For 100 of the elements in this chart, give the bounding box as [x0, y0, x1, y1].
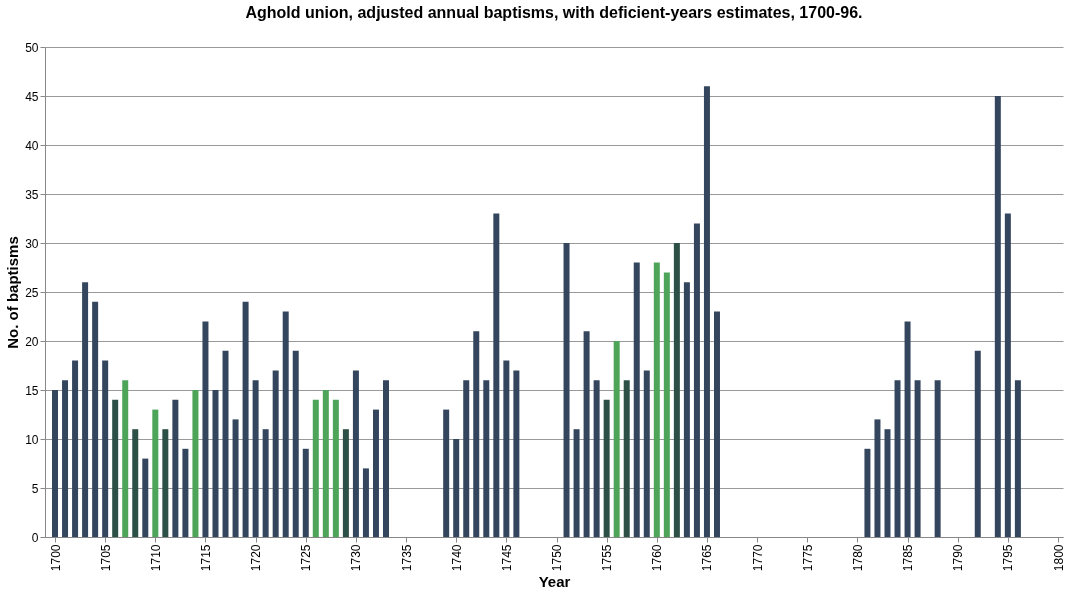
x-tick-label: 1745	[499, 544, 514, 572]
x-tick-label: 1800	[1051, 544, 1066, 572]
x-tick-label: 1715	[198, 544, 213, 572]
bar	[473, 331, 480, 537]
x-tick-label: 1750	[550, 544, 565, 572]
bar	[693, 223, 700, 537]
x-tick-label: 1740	[449, 544, 464, 572]
bar	[82, 282, 89, 537]
bar	[362, 468, 369, 537]
bar	[443, 409, 450, 537]
bar	[643, 370, 650, 537]
y-tick-label: 20	[25, 334, 39, 349]
bar	[663, 272, 670, 537]
bar	[132, 429, 139, 537]
bar	[372, 409, 379, 537]
bar	[52, 390, 59, 537]
x-tick-label: 1785	[901, 544, 916, 572]
y-tick-label: 15	[25, 383, 39, 398]
bar	[202, 321, 209, 537]
bar	[603, 399, 610, 537]
bar	[673, 243, 680, 537]
x-tick-label: 1790	[951, 544, 966, 572]
bar	[172, 399, 179, 537]
x-tick-label: 1760	[650, 544, 665, 572]
bar	[653, 262, 660, 537]
x-tick-label: 1780	[850, 544, 865, 572]
x-tick-label: 1770	[750, 544, 765, 572]
bar	[623, 380, 630, 537]
bar	[713, 311, 720, 537]
bar	[322, 390, 329, 537]
x-tick-label: 1755	[600, 544, 615, 572]
bar	[904, 321, 911, 537]
bar	[162, 429, 169, 537]
bar	[212, 390, 219, 537]
bar	[192, 390, 199, 537]
bar	[864, 448, 871, 537]
bar	[252, 380, 259, 537]
x-tick-label: 1775	[800, 544, 815, 572]
x-axis-title: Year	[538, 573, 571, 591]
x-tick-label: 1730	[349, 544, 364, 572]
bar	[683, 282, 690, 537]
bar	[994, 96, 1001, 537]
bar	[142, 458, 149, 537]
bar	[352, 370, 359, 537]
bar	[884, 429, 891, 537]
bar	[92, 301, 99, 537]
bar	[463, 380, 470, 537]
y-axis-title: No. of baptisms	[4, 236, 22, 349]
y-tick-label: 30	[25, 236, 39, 251]
bar	[513, 370, 520, 537]
y-tick-label: 5	[31, 481, 39, 496]
y-tick-label: 35	[25, 187, 39, 202]
bar	[914, 380, 921, 537]
bar	[122, 380, 129, 537]
bar	[242, 301, 249, 537]
bar	[152, 409, 159, 537]
bar	[62, 380, 69, 537]
bar	[72, 360, 79, 537]
bar	[272, 370, 279, 537]
y-tick-label: 50	[25, 40, 39, 55]
bar	[262, 429, 269, 537]
x-tick-label: 1765	[700, 544, 715, 572]
bar	[453, 439, 460, 537]
bar	[633, 262, 640, 537]
bar	[282, 311, 289, 537]
bar	[112, 399, 119, 537]
y-tick-label: 10	[25, 432, 39, 447]
bar	[613, 341, 620, 537]
bar	[102, 360, 109, 537]
x-tick-label: 1710	[148, 544, 163, 572]
y-tick-label: 40	[25, 138, 39, 153]
y-tick-label: 45	[25, 89, 39, 104]
bar	[332, 399, 339, 537]
bar	[583, 331, 590, 537]
bar	[312, 399, 319, 537]
bar	[573, 429, 580, 537]
bar	[302, 448, 309, 537]
chart-title: Aghold union, adjusted annual baptisms, with deficient-years estimates, 1700-96.	[245, 4, 863, 21]
bar	[292, 350, 299, 537]
bar	[232, 419, 239, 537]
bar	[483, 380, 490, 537]
bar	[974, 350, 981, 537]
y-tick-label: 0	[31, 530, 39, 545]
bar	[342, 429, 349, 537]
bar	[1014, 380, 1021, 537]
bar	[703, 86, 710, 537]
x-tick-label: 1720	[249, 544, 264, 572]
bar	[934, 380, 941, 537]
x-tick-label: 1725	[299, 544, 314, 572]
bar	[563, 243, 570, 537]
bar	[383, 380, 389, 537]
bar	[593, 380, 600, 537]
x-tick-label: 1735	[399, 544, 414, 572]
x-tick-label: 1700	[48, 544, 63, 572]
bar	[493, 213, 500, 537]
bar	[503, 360, 510, 537]
x-tick-label: 1705	[98, 544, 113, 572]
x-tick-label: 1795	[1001, 544, 1016, 572]
bar	[222, 350, 229, 537]
bar	[182, 448, 189, 537]
